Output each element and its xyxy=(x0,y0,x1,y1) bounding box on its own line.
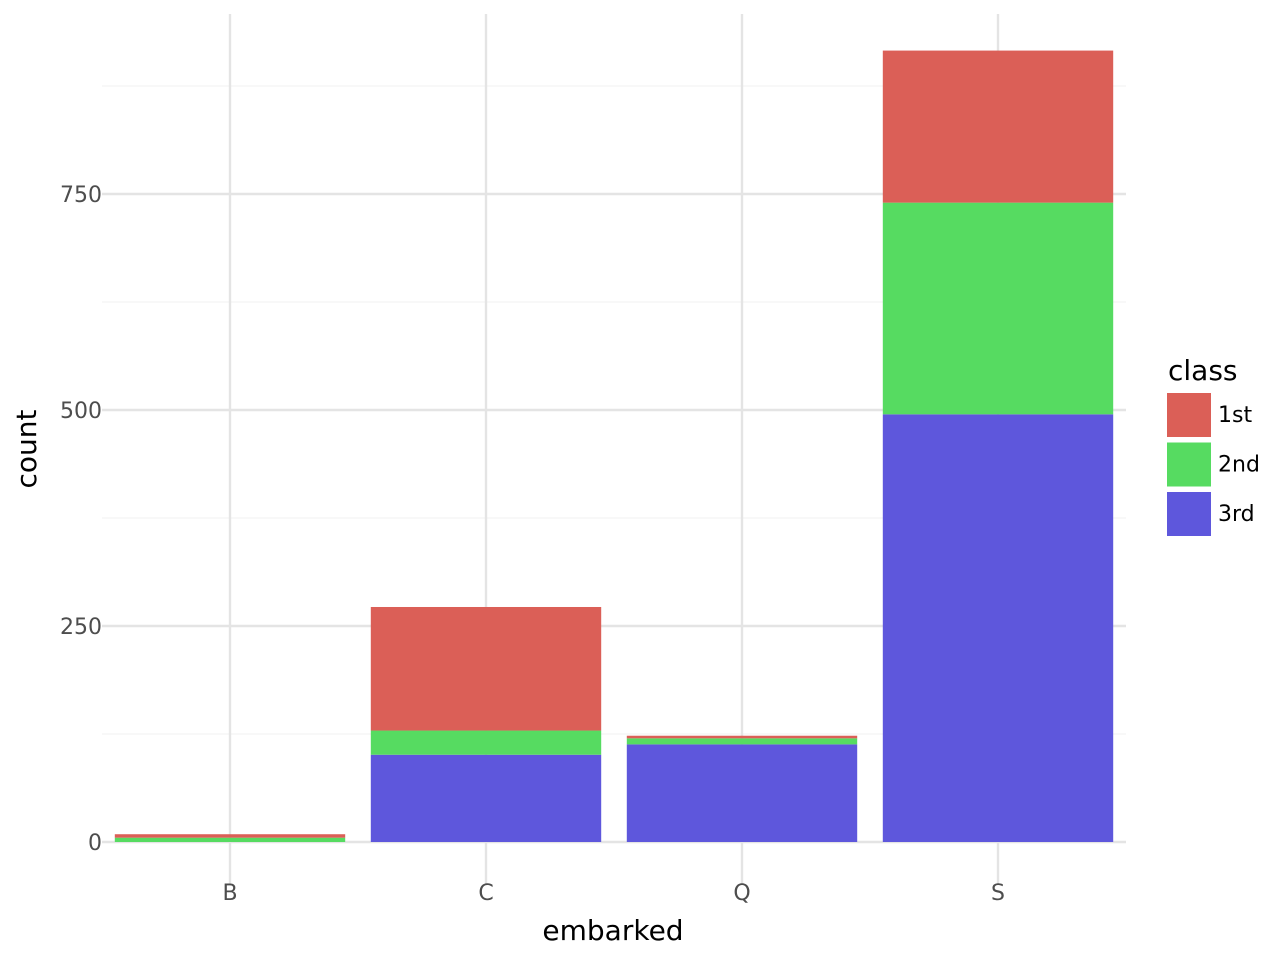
legend-label: 3rd xyxy=(1218,502,1255,527)
bar-segment-C-3rd xyxy=(370,754,602,842)
bar-segment-C-1st xyxy=(370,606,602,731)
bar-segment-B-1st xyxy=(114,834,346,838)
y-axis-tick-labels: 0 250 500 750 xyxy=(60,183,102,856)
legend-swatch xyxy=(1167,492,1211,536)
x-tick-label: B xyxy=(222,881,237,906)
legend-swatch xyxy=(1167,442,1211,487)
y-tick-label: 0 xyxy=(88,831,102,856)
legend-label: 2nd xyxy=(1218,453,1260,478)
bars xyxy=(114,50,1114,842)
y-tick-label: 750 xyxy=(60,183,102,208)
bar-segment-S-2nd xyxy=(882,202,1114,415)
x-tick-label: C xyxy=(478,881,493,906)
legend-swatch xyxy=(1167,393,1211,437)
x-tick-label: S xyxy=(991,881,1005,906)
legend-title: class xyxy=(1168,354,1238,387)
bar-segment-Q-2nd xyxy=(626,738,858,745)
y-axis-title: count xyxy=(10,409,43,488)
bar-segment-S-1st xyxy=(882,50,1114,203)
bar-segment-S-3rd xyxy=(882,414,1114,842)
y-tick-label: 500 xyxy=(60,399,102,424)
legend: class 1st 2nd 3rd xyxy=(1167,354,1260,536)
bar-segment-B-2nd xyxy=(114,837,346,842)
y-tick-label: 250 xyxy=(60,615,102,640)
bar-segment-Q-1st xyxy=(626,735,858,739)
x-tick-label: Q xyxy=(733,881,750,906)
bar-segment-C-2nd xyxy=(370,730,602,755)
legend-label: 1st xyxy=(1218,403,1252,428)
bar-segment-Q-3rd xyxy=(626,744,858,842)
x-axis-title: embarked xyxy=(542,914,683,947)
